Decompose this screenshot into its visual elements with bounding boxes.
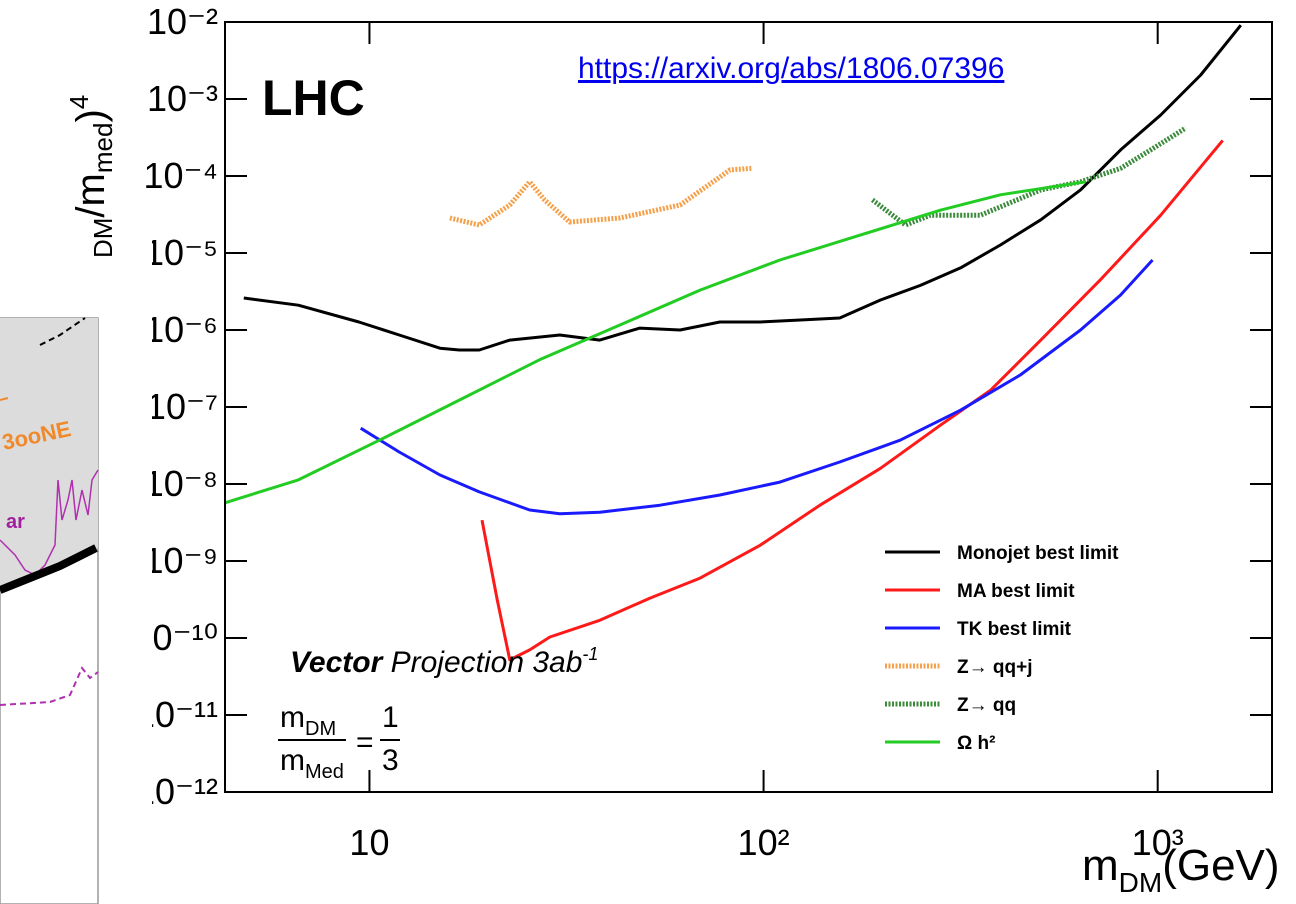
y-tick-label: 10⁻³ (147, 78, 218, 119)
ratio-denominator: mMed (280, 744, 344, 783)
legend: Monojet best limit MA best limit TK best l… (885, 543, 1119, 754)
x-title-part: (GeV) (1162, 841, 1279, 890)
projection-part: Projection 3ab (382, 646, 582, 679)
x-title-part: DM (1119, 867, 1163, 898)
ratio-numerator: mDM (280, 701, 336, 740)
source-link[interactable]: https://arxiv.org/abs/1806.07396 (578, 52, 1004, 85)
experiment-label: LHC (262, 70, 365, 126)
fragment-dashed-purple (0, 666, 99, 706)
y-tick-label: 10⁻⁶ (144, 309, 218, 350)
fragment-orange (0, 397, 9, 401)
legend-label: Z→ qq (957, 695, 1016, 716)
projection-part: -1 (582, 644, 598, 664)
x-tick-label: 10 (349, 822, 389, 863)
fragment-region (0, 318, 98, 590)
series-line (480, 139, 1224, 662)
ratio-part: m (280, 701, 305, 734)
fragment-thick (0, 544, 98, 594)
projection-label: Vector Projection 3ab-1 (290, 644, 598, 679)
left-fragment: 3ooNE ar (0, 317, 99, 904)
y-title-part: med (88, 123, 118, 174)
fragment-label: ar (6, 511, 25, 533)
y-tick-label: 10⁻⁹ (144, 540, 218, 581)
plot-frame (224, 21, 1273, 793)
y-tick-label: 10⁻⁵ (144, 232, 218, 273)
ticks: 10⁻²10⁻³10⁻⁴10⁻⁵10⁻⁶10⁻⁷10⁻⁸10⁻⁹10⁻¹⁰10⁻… (133, 1, 1272, 863)
legend-label: Monojet best limit (957, 543, 1119, 564)
fragment-purple (0, 469, 99, 576)
y-tick-label: 10⁻⁷ (146, 386, 218, 427)
y-tick-label: 10⁻² (147, 1, 218, 42)
y-title-part: DM (88, 218, 118, 258)
series-line (243, 24, 1242, 352)
ratio-part: m (280, 744, 305, 777)
y-title-part: ) (69, 109, 113, 122)
ratio-part: DM (305, 718, 336, 740)
projection-part: Vector (290, 646, 385, 679)
legend-label: MA best limit (957, 581, 1075, 602)
legend-label: Z→ qq+j (957, 657, 1032, 678)
x-axis-title: mDM(GeV) (1082, 841, 1280, 898)
fragment-dashed (39, 317, 86, 346)
y-tick-label: 10⁻⁸ (144, 463, 218, 504)
y-axis-title: DM/mmed)4 (64, 95, 118, 258)
legend-label: Ω h² (957, 733, 995, 754)
plot-area (225, 22, 1272, 792)
y-title-part: 4 (64, 95, 94, 109)
series-line (359, 258, 1154, 516)
y-title-part: /m (69, 173, 113, 217)
ratio-equals: = (356, 726, 374, 759)
ratio-value: 1 (382, 701, 399, 734)
mask (100, 240, 152, 904)
ratio-part: Med (305, 761, 344, 783)
x-title-part: m (1082, 841, 1119, 890)
ratio-value: 3 (382, 744, 399, 777)
legend-label: TK best limit (957, 619, 1072, 640)
series-line (449, 165, 753, 228)
curves (224, 24, 1242, 662)
x-tick-label: 10³ (1132, 822, 1184, 863)
x-tick-label: 10² (738, 822, 790, 863)
y-tick-label: 10⁻⁴ (143, 155, 218, 196)
ratio: mDM mMed = 1 3 (278, 701, 400, 783)
series-line (224, 180, 1086, 505)
